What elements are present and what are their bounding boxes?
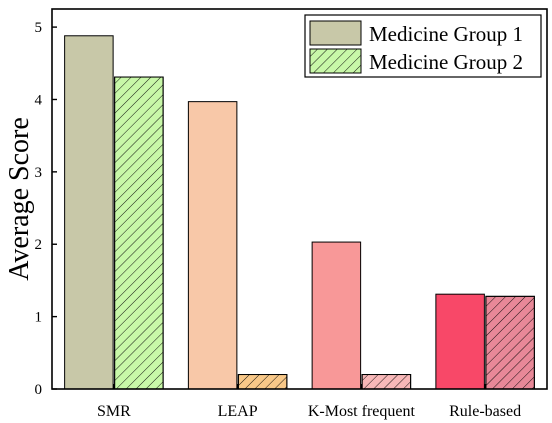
bar-hatch-leap [237, 374, 288, 390]
bar-leap-group-1 [187, 101, 238, 390]
y-tick-label: 5 [35, 20, 43, 36]
legend: Medicine Group 1 Medicine Group 2 [304, 14, 542, 78]
legend-swatch-group-2-hatch [309, 48, 362, 74]
bar-hatch-k-most-frequent [361, 374, 412, 390]
bar-k-most-frequent-group-1 [311, 241, 362, 390]
y-axis-label: Average Score [4, 117, 35, 281]
y-axis-ticks: 0 1 2 3 4 5 [35, 20, 57, 398]
plot-frame [51, 8, 548, 390]
x-tick-label: Rule-based [449, 403, 521, 420]
x-tick-label: SMR [97, 403, 131, 420]
bars-layer [64, 35, 535, 390]
y-tick-label: 3 [35, 165, 43, 181]
bar-hatch-rule-based [485, 295, 535, 390]
y-tick-label: 4 [35, 92, 43, 108]
x-axis-ticks: SMR LEAP K-Most frequent Rule-based [97, 384, 521, 420]
bar-smr-group-1 [64, 35, 114, 390]
legend-label-group-1: Medicine Group 1 [369, 22, 523, 46]
x-tick-label: K-Most frequent [308, 403, 416, 420]
y-tick-label: 2 [35, 237, 43, 253]
y-tick-label: 0 [35, 382, 43, 398]
bar-hatch-smr [114, 76, 164, 390]
x-tick-label: LEAP [218, 403, 258, 420]
bar-rule-based-group-1 [435, 293, 485, 390]
y-tick-label: 1 [35, 310, 43, 326]
legend-label-group-2: Medicine Group 2 [369, 50, 523, 74]
legend-swatch-group-1 [309, 20, 362, 46]
